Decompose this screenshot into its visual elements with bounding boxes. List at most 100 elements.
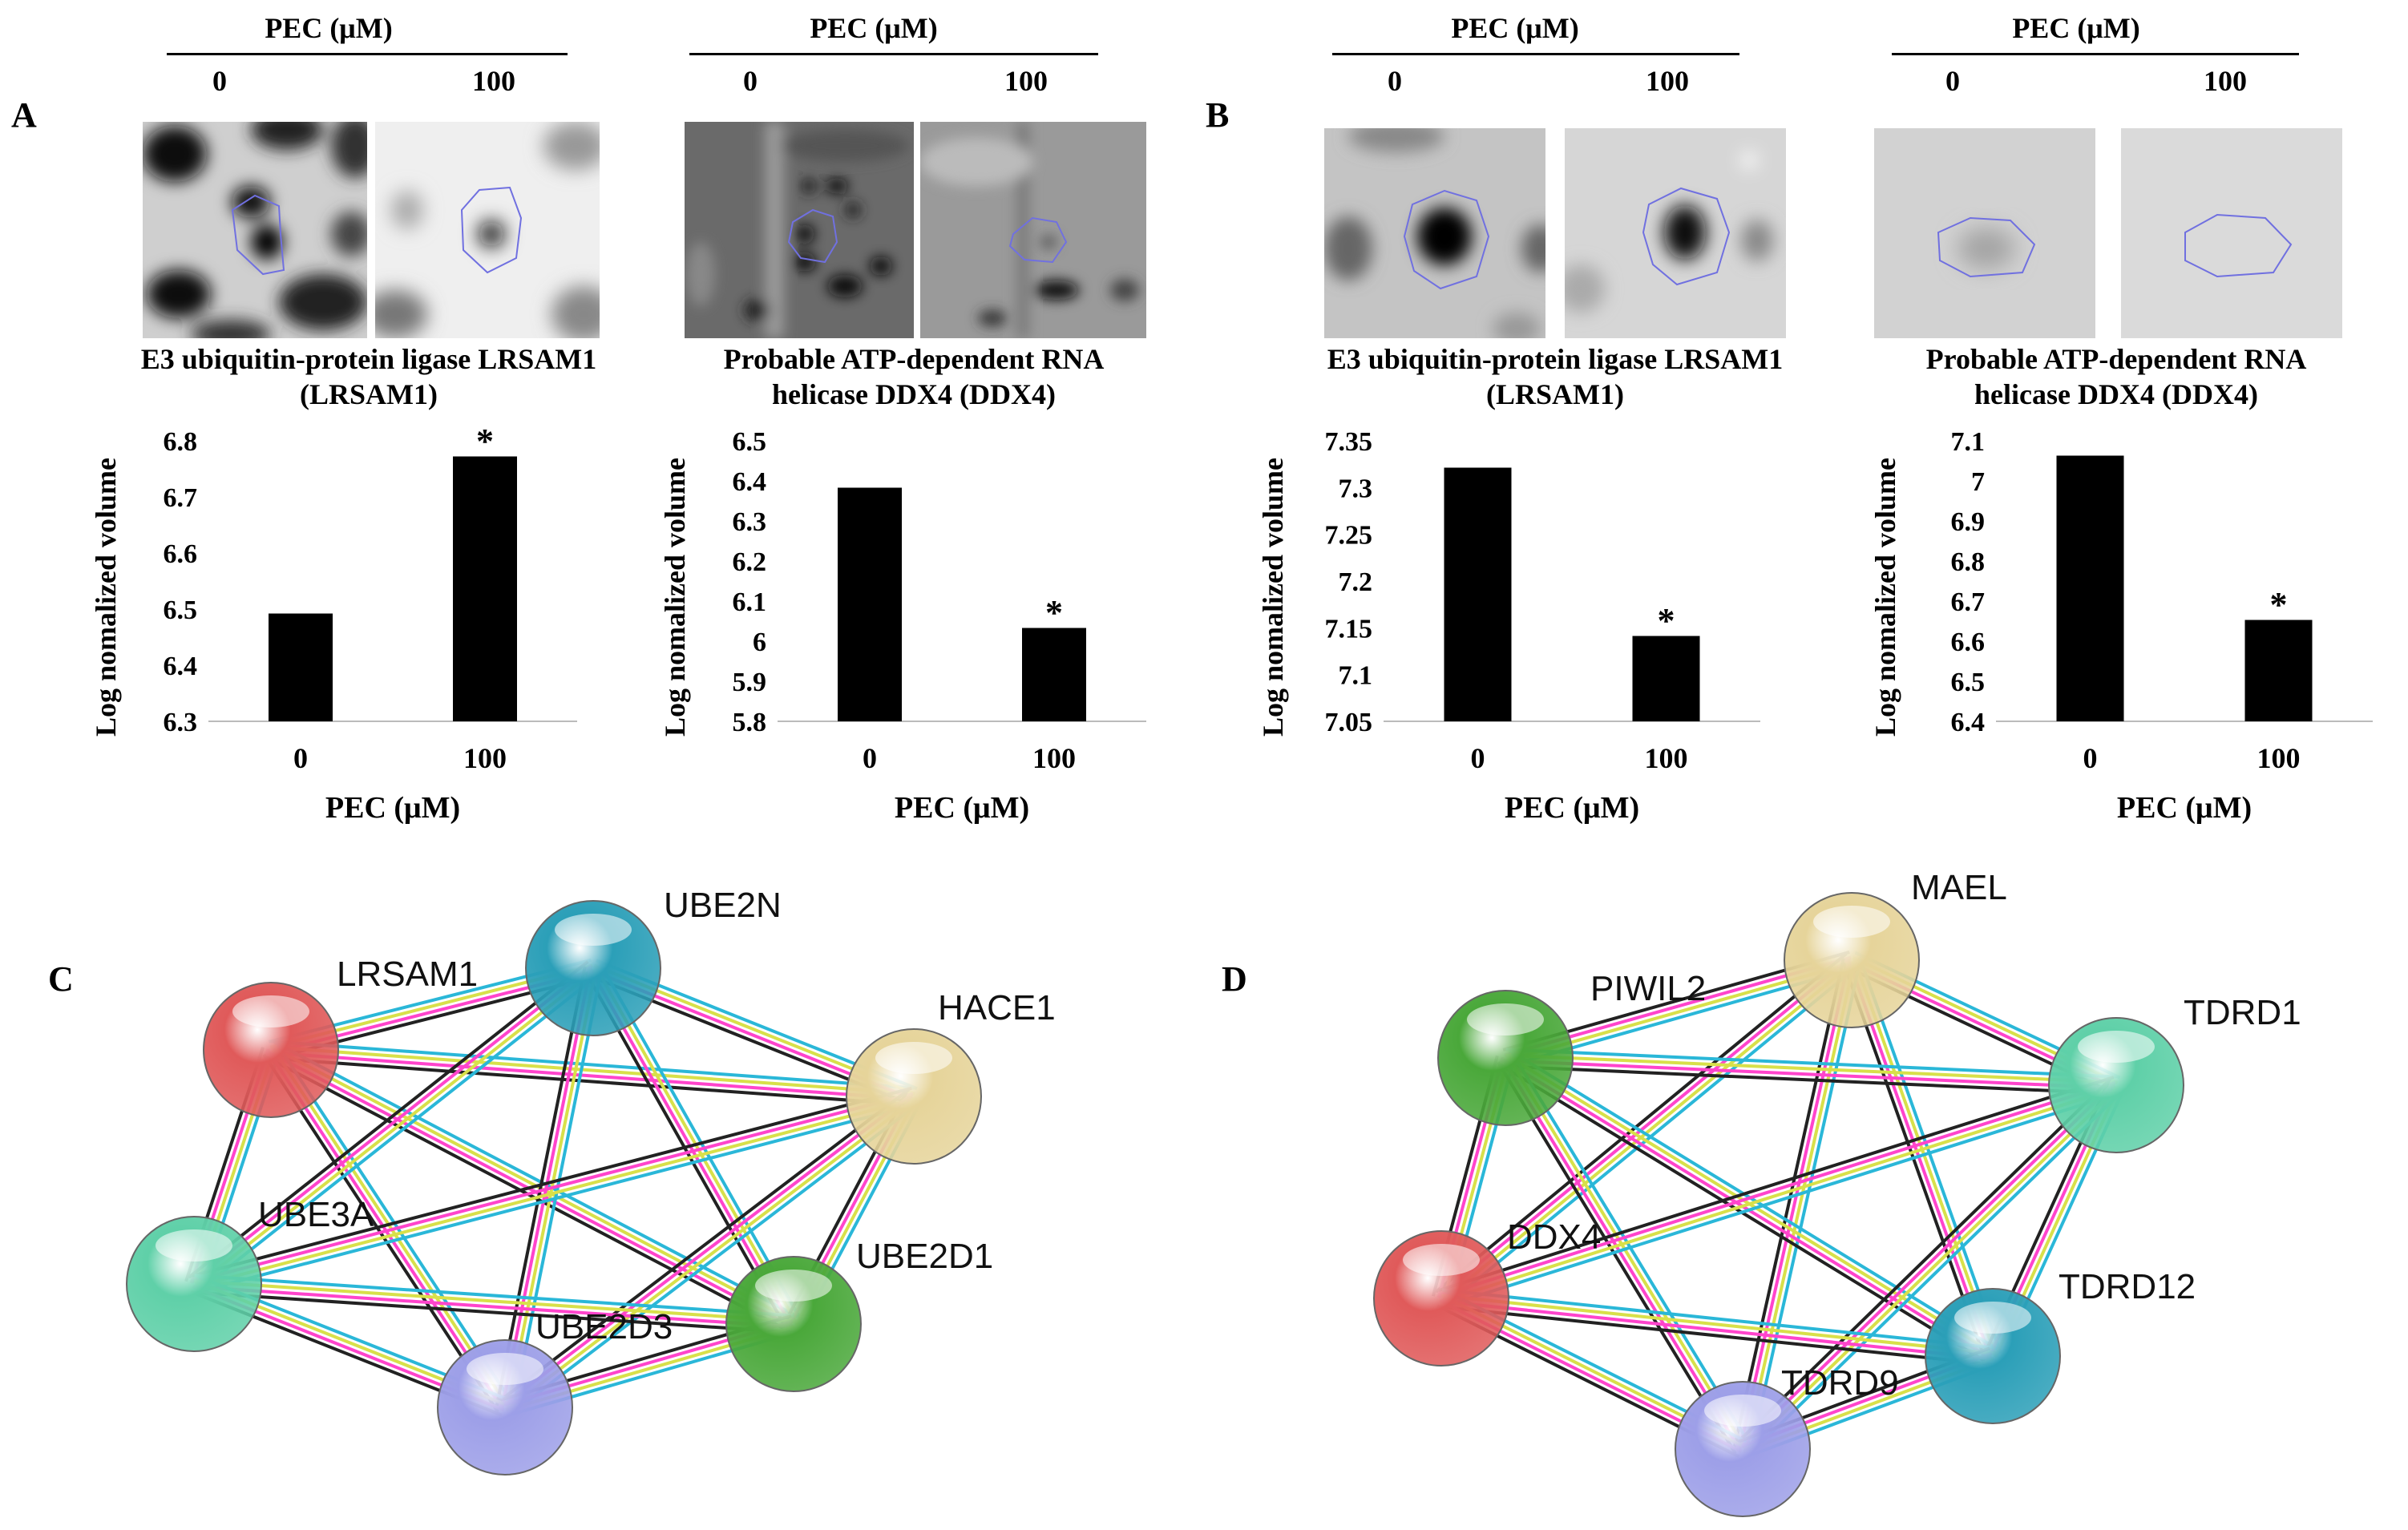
network-edge (192, 1092, 914, 1283)
y-tick-label: 7.1 (1951, 427, 1986, 457)
y-axis-label: Log nomalized volume (659, 458, 691, 737)
network-edge (500, 967, 592, 1407)
bar (2056, 457, 2124, 721)
network-edge (193, 1285, 794, 1329)
network-edge (194, 1274, 794, 1318)
y-tick-label: 6.8 (164, 427, 198, 457)
significance-marker: * (1045, 593, 1063, 632)
network-node-label: MAEL (1911, 868, 2007, 907)
x-tick-label: 100 (1645, 742, 1688, 774)
network-node-label: LRSAM1 (337, 955, 478, 994)
caption-line-1: E3 ubiquitin-protein ligase LRSAM1 (1327, 343, 1784, 375)
network-edge (1441, 1294, 1994, 1355)
network-edge (271, 1045, 915, 1096)
x-tick-label: 100 (463, 742, 507, 774)
network-edge (1445, 965, 1858, 1306)
gel-image-ddx4-a-0 (685, 122, 914, 338)
caption-line-2: (LRSAM1) (1486, 378, 1624, 410)
conc-label-100: 100 (472, 65, 515, 97)
network-edge (1440, 1305, 1993, 1367)
network-edge (509, 1101, 920, 1415)
network-edge (584, 971, 788, 1330)
caption-line-2: helicase DDX4 (DDX4) (1974, 378, 2258, 410)
pec-header-rule (167, 53, 568, 55)
node-highlight (232, 995, 309, 1027)
node-highlight (156, 1229, 232, 1262)
x-tick-label: 0 (863, 742, 877, 774)
network-edge (1738, 959, 1851, 1449)
network-edge (499, 1088, 910, 1403)
network-node-label: DDX4 (1507, 1217, 1601, 1257)
pec-header-rule (1332, 53, 1739, 55)
gel-image-ddx4-b-100 (2121, 128, 2342, 338)
y-tick-label: 6.5 (1951, 668, 1986, 697)
y-tick-label: 5.8 (733, 708, 767, 737)
network-node-label: UBE3A (258, 1195, 374, 1234)
node-highlight (2078, 1031, 2155, 1063)
pec-header-title: PEC (μM) (1451, 12, 1579, 44)
y-tick-label: 7.35 (1325, 427, 1373, 457)
network-edge (1847, 960, 1992, 1358)
network-edge (1743, 1086, 2119, 1452)
network-edge (1497, 1061, 1737, 1455)
x-axis-label: PEC (μM) (2117, 791, 2252, 825)
network-edge (511, 969, 604, 1410)
network-edge (1505, 1064, 2116, 1096)
network-edge (1441, 1288, 1994, 1350)
x-axis-label: PEC (μM) (325, 791, 460, 825)
bar (269, 615, 333, 721)
y-tick-label: 6.1 (733, 587, 767, 617)
gel-image-ddx4-a-100 (920, 122, 1146, 338)
y-tick-label: 6 (753, 628, 766, 657)
node-highlight (755, 1270, 832, 1302)
conc-label-0: 0 (212, 65, 227, 97)
y-tick-label: 7.1 (1339, 661, 1373, 691)
panel-label-c: C (48, 959, 74, 999)
network-edge (1739, 1082, 2115, 1448)
x-axis-label: PEC (μM) (895, 791, 1029, 825)
network-edge (1435, 952, 1848, 1294)
panel-label-a: A (11, 95, 37, 135)
network-edge (1501, 1058, 1742, 1451)
network-edge (273, 1040, 798, 1318)
network-edge (269, 1051, 794, 1328)
gel-caption-ddx4-b: Probable ATP-dependent RNA helicase DDX4… (1844, 341, 2389, 412)
y-tick-label: 7.2 (1339, 567, 1373, 597)
gel-image-lrsam1-b-0 (1324, 128, 1545, 338)
gel-caption-lrsam1-a: E3 ubiquitin-protein ligase LRSAM1 (LRSA… (112, 341, 625, 412)
network-edge (1842, 962, 1986, 1360)
conc-label-100: 100 (2204, 65, 2247, 97)
network-edge (1505, 1059, 2116, 1090)
network-node-label: TDRD1 (2184, 993, 2301, 1032)
y-tick-label: 6.4 (1951, 708, 1986, 737)
y-tick-label: 6.7 (164, 483, 198, 513)
network-edge (270, 1051, 914, 1101)
x-tick-label: 0 (2083, 742, 2098, 774)
pec-header-rule (689, 53, 1098, 55)
network-node-label: UBE2D3 (535, 1307, 673, 1346)
network-edge (1743, 960, 1857, 1451)
caption-line-1: Probable ATP-dependent RNA (723, 343, 1105, 375)
network-edge (198, 973, 600, 1292)
network-edge (270, 1056, 914, 1107)
conc-label-0: 0 (1945, 65, 1960, 97)
node-highlight (555, 914, 632, 946)
pec-header-title: PEC (μM) (2012, 12, 2140, 44)
bar (2244, 621, 2313, 721)
y-tick-label: 6.6 (164, 539, 198, 569)
network-node-label: HACE1 (938, 988, 1056, 1027)
network-edge (505, 1097, 917, 1411)
network-edge (196, 1103, 917, 1294)
gel-image-lrsam1-a-0 (143, 122, 367, 338)
y-tick-label: 6.3 (733, 507, 767, 537)
y-axis-label: Log nomalized volume (90, 458, 122, 737)
x-axis-label: PEC (μM) (1505, 791, 1639, 825)
caption-line-1: Probable ATP-dependent RNA (1925, 343, 2307, 375)
caption-line-2: (LRSAM1) (300, 378, 438, 410)
bar (453, 458, 517, 721)
network-edge (1506, 1056, 1747, 1449)
network-edge (1441, 1086, 2118, 1303)
network-edge (1511, 1052, 1751, 1446)
bar-chart-lrsam1-b: 7.05 7.1 7.15 7.2 7.25 7.3 7.35 0 100 * Log nomali… (1257, 427, 1760, 825)
network-node-label: TDRD9 (1781, 1363, 1899, 1403)
